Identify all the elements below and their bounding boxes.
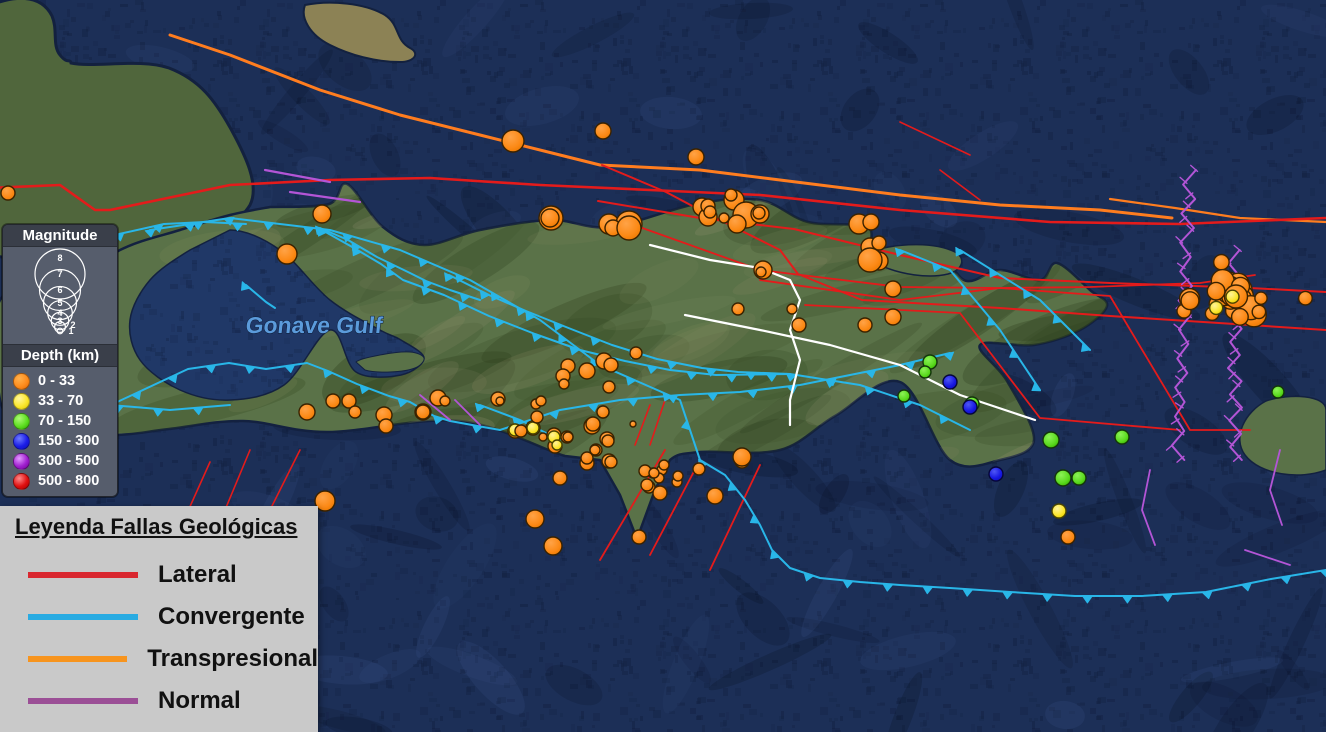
svg-text:Gonave Gulf: Gonave Gulf bbox=[244, 312, 384, 338]
svg-text:2: 2 bbox=[70, 320, 75, 330]
svg-text:4: 4 bbox=[57, 308, 62, 318]
svg-text:7: 7 bbox=[57, 269, 62, 279]
svg-text:6: 6 bbox=[57, 285, 62, 295]
svg-text:8: 8 bbox=[57, 253, 62, 263]
svg-text:5: 5 bbox=[57, 298, 62, 308]
